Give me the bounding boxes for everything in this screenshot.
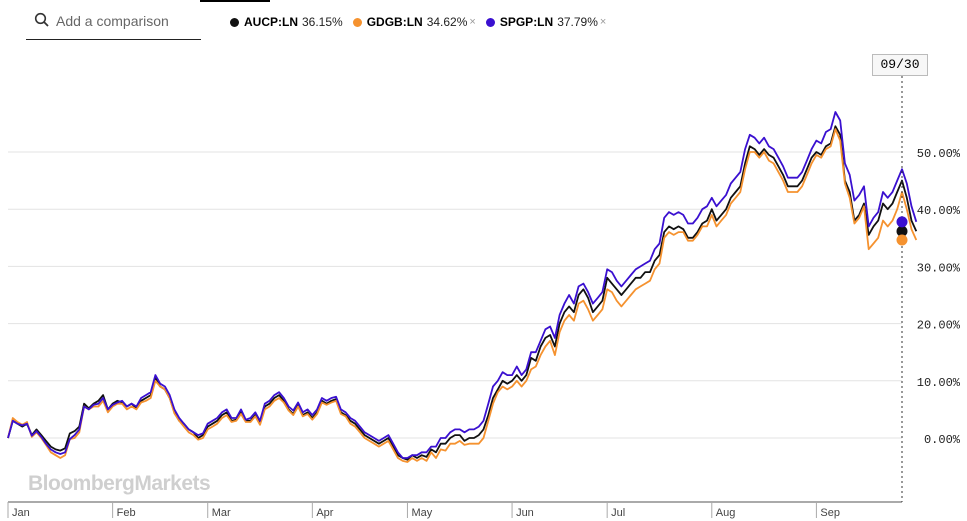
watermark-logo: BloombergMarkets xyxy=(28,472,211,495)
series-line-spgp xyxy=(7,111,918,459)
legend-item-spgp[interactable]: SPGP:LN 37.79% × xyxy=(485,15,607,29)
legend-change: 34.62% xyxy=(426,15,468,29)
crosshair xyxy=(896,56,908,502)
y-axis-labels: 50.00% 40.00% 30.00% 20.00% 10.00% 0.00% xyxy=(917,147,961,447)
legend-ticker: SPGP:LN xyxy=(499,15,554,29)
x-axis: Jan Feb Mar Apr May Jun Jul Aug Sep xyxy=(7,501,902,519)
end-marker-aucp xyxy=(896,225,908,237)
y-tick-label: 50.00% xyxy=(917,147,961,161)
series-lines xyxy=(7,111,918,463)
legend-ticker: AUCP:LN xyxy=(244,15,298,29)
series-dot-spgp xyxy=(485,17,495,27)
legend-item-aucp[interactable]: AUCP:LN 36.15% xyxy=(230,15,343,29)
comparison-input[interactable] xyxy=(56,10,196,32)
series-line-gdgb xyxy=(7,128,918,463)
x-tick-label: Apr xyxy=(316,507,333,519)
x-tick-label: Jun xyxy=(516,507,534,519)
x-tick-label: Jan xyxy=(12,507,30,519)
comparison-search[interactable] xyxy=(26,8,201,40)
end-marker-spgp xyxy=(896,216,908,228)
cursor-date-badge: 09/30 xyxy=(872,54,928,76)
active-tab-indicator xyxy=(200,0,270,2)
x-tick-label: Aug xyxy=(716,507,736,519)
x-tick-label: Sep xyxy=(820,507,840,519)
series-dot-gdgb xyxy=(352,17,362,27)
legend-change: 36.15% xyxy=(302,15,343,29)
search-icon xyxy=(34,12,50,28)
grid-lines xyxy=(8,151,902,439)
top-toolbar: AUCP:LN 36.15% GDGB:LN 34.62% × SPGP:LN … xyxy=(0,0,967,44)
legend-ticker: GDGB:LN xyxy=(366,15,423,29)
remove-comparison-icon[interactable]: × xyxy=(599,16,607,28)
x-tick-label: Feb xyxy=(117,507,136,519)
legend-item-gdgb[interactable]: GDGB:LN 34.62% × xyxy=(352,15,476,29)
y-tick-label: 10.00% xyxy=(917,376,961,390)
y-tick-label: 0.00% xyxy=(924,433,961,447)
remove-comparison-icon[interactable]: × xyxy=(469,16,476,28)
end-marker-gdgb xyxy=(896,234,908,246)
x-tick-label: Jul xyxy=(611,507,625,519)
series-dot-aucp xyxy=(230,17,239,27)
legend-change: 37.79% xyxy=(557,15,598,29)
legend: AUCP:LN 36.15% GDGB:LN 34.62% × SPGP:LN … xyxy=(230,12,616,32)
y-tick-label: 40.00% xyxy=(917,204,961,218)
x-tick-label: Mar xyxy=(212,507,231,519)
x-tick-label: May xyxy=(411,507,432,519)
y-tick-label: 20.00% xyxy=(917,319,961,333)
y-tick-label: 30.00% xyxy=(917,261,961,275)
